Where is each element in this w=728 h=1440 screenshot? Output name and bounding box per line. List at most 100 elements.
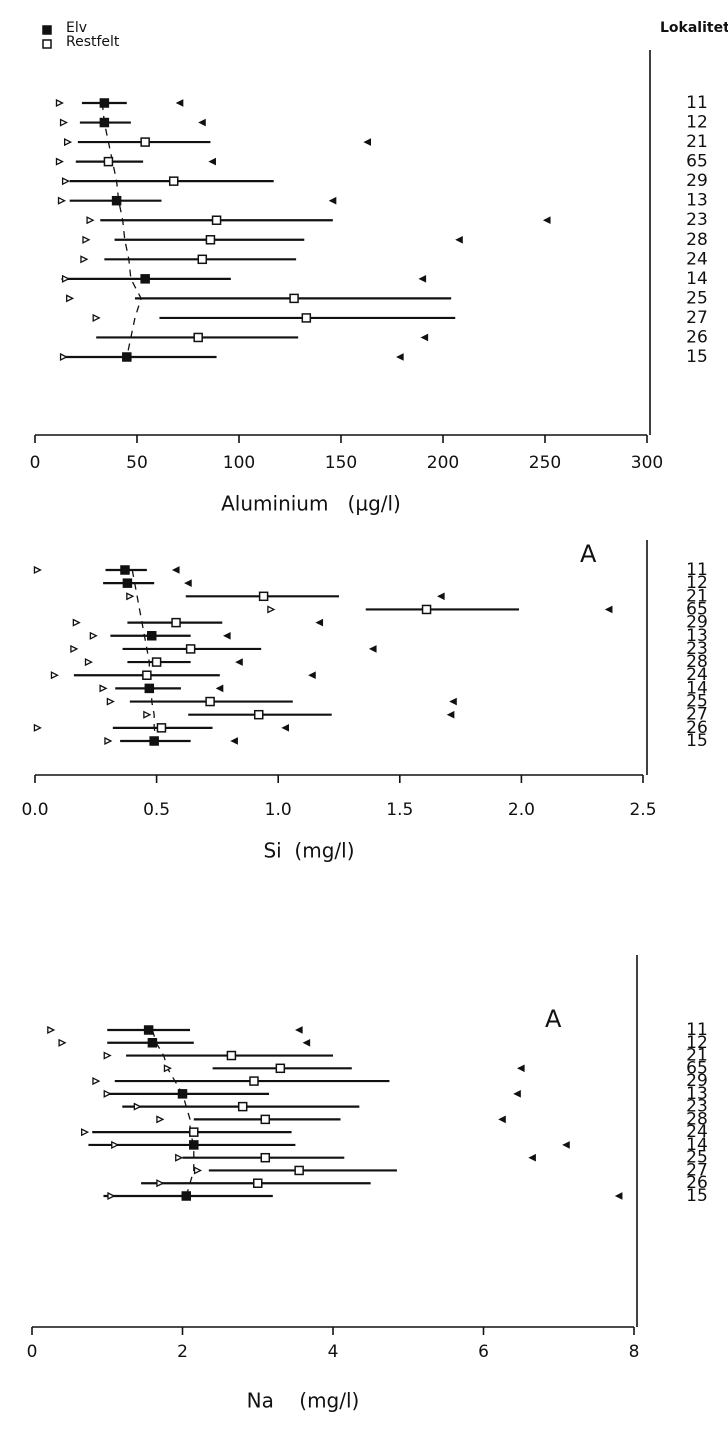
min-marker — [81, 1128, 90, 1137]
max-marker — [281, 724, 289, 732]
min-marker — [63, 138, 73, 147]
min-marker — [103, 1051, 112, 1060]
row-label: 14 — [686, 678, 708, 698]
row-label: 12 — [686, 1033, 708, 1053]
min-marker — [59, 118, 69, 127]
row-label: 28 — [686, 652, 708, 672]
max-marker — [446, 710, 455, 719]
legend-label: Restfelt — [66, 34, 120, 50]
mean-marker — [111, 195, 122, 206]
x-tick-label: 1.0 — [265, 800, 292, 820]
max-marker — [449, 697, 457, 706]
mean-marker — [103, 156, 114, 167]
min-marker — [92, 1077, 101, 1086]
max-marker — [604, 605, 613, 614]
min-marker — [82, 235, 91, 244]
row-label: 65 — [686, 152, 708, 172]
mean-marker — [205, 696, 215, 707]
max-marker — [614, 1192, 623, 1200]
annotation: A — [545, 1005, 562, 1033]
row-label: 11 — [686, 560, 708, 580]
x-tick-label: 100 — [223, 453, 255, 473]
mean-marker — [193, 332, 203, 343]
mean-marker — [185, 644, 196, 654]
min-marker — [104, 736, 113, 746]
min-marker — [84, 658, 93, 667]
x-tick-label: 300 — [631, 453, 663, 473]
max-marker — [308, 671, 316, 680]
mean-marker — [140, 137, 150, 147]
mean-marker — [147, 1038, 158, 1048]
max-marker — [208, 157, 216, 166]
min-marker — [126, 592, 135, 601]
mean-marker — [120, 565, 130, 575]
max-marker — [528, 1153, 536, 1162]
max-marker — [418, 275, 427, 283]
min-marker — [70, 644, 79, 653]
max-marker — [223, 631, 231, 640]
mean-marker — [146, 631, 157, 641]
x-tick-label: 0.0 — [21, 800, 48, 820]
mean-marker — [260, 1114, 271, 1125]
mean-marker — [142, 670, 152, 680]
max-marker — [513, 1090, 521, 1098]
row-label: 12 — [686, 113, 708, 133]
legend-marker — [42, 39, 52, 49]
category-axis-label: Lokalitet — [660, 20, 728, 36]
x-tick-label: 50 — [126, 453, 148, 473]
x-tick-label: 0.5 — [143, 800, 170, 820]
legend-marker — [42, 25, 52, 35]
mean-marker — [226, 1050, 237, 1061]
mean-marker — [122, 578, 133, 588]
max-marker — [437, 592, 445, 601]
min-marker — [107, 1191, 116, 1201]
row-label: 23 — [686, 1097, 708, 1117]
row-label: 13 — [686, 191, 708, 211]
max-marker — [455, 235, 463, 244]
mean-marker — [149, 736, 159, 746]
min-marker — [55, 157, 64, 166]
min-marker — [57, 196, 66, 205]
row-label: 27 — [686, 1160, 708, 1180]
max-marker — [363, 138, 372, 146]
x-tick-label: 2.0 — [508, 800, 535, 820]
row-label: 13 — [686, 1084, 708, 1104]
max-marker — [171, 566, 180, 574]
max-marker — [517, 1064, 525, 1073]
row-label: 25 — [686, 288, 708, 308]
mean-marker — [253, 709, 264, 720]
min-marker — [133, 1102, 142, 1111]
mean-marker — [144, 683, 155, 694]
mean-marker — [143, 1025, 154, 1035]
min-marker — [61, 177, 71, 186]
mean-marker — [99, 117, 110, 128]
row-label: 29 — [686, 1071, 708, 1091]
x-tick-label: 6 — [478, 1342, 489, 1362]
mean-marker — [253, 1178, 263, 1188]
row-label: 27 — [686, 705, 708, 725]
x-tick-label: 2 — [177, 1342, 188, 1362]
mean-marker — [421, 604, 432, 615]
row-label: 15 — [686, 731, 708, 751]
max-marker — [198, 118, 206, 127]
min-marker — [66, 294, 75, 303]
max-marker — [396, 353, 404, 361]
min-marker — [103, 1089, 112, 1098]
x-tick-label: 8 — [629, 1342, 640, 1362]
min-marker — [106, 697, 115, 706]
row-label: 15 — [686, 347, 708, 367]
min-marker — [193, 1166, 203, 1175]
min-marker — [61, 274, 71, 283]
max-marker — [315, 618, 324, 627]
row-label: 24 — [686, 1122, 708, 1142]
row-label: 25 — [686, 692, 708, 712]
x-tick-label: 4 — [328, 1342, 339, 1362]
max-marker — [230, 737, 238, 745]
mean-marker — [181, 1191, 192, 1201]
mean-marker — [156, 723, 167, 733]
max-marker — [498, 1115, 506, 1124]
row-label: 24 — [686, 249, 708, 269]
row-label: 24 — [686, 665, 708, 685]
row-label: 21 — [686, 132, 708, 152]
